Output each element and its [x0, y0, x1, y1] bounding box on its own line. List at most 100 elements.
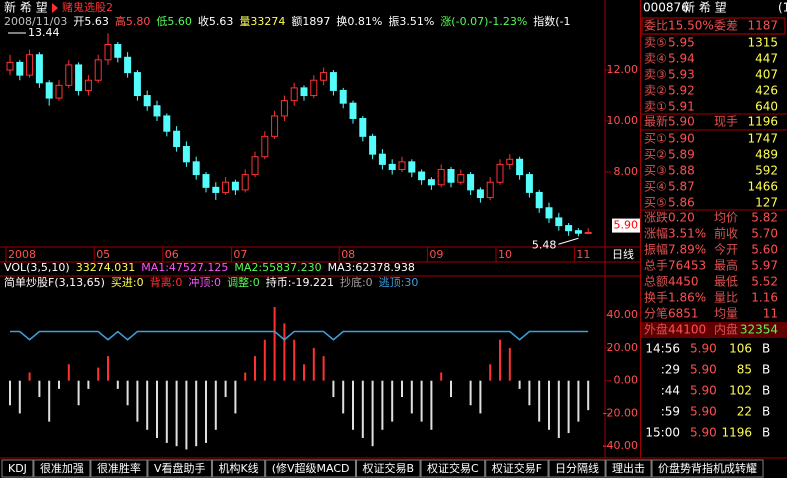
candle-body [251, 156, 259, 176]
candle-body [565, 225, 573, 232]
candle-body [388, 163, 396, 170]
candle-body [447, 168, 455, 183]
tab-label: 权证交易B [362, 461, 414, 475]
tab[interactable]: 日分隔线 [548, 459, 606, 478]
candle-body [535, 191, 543, 209]
volume-legend: 33274.031 [76, 261, 136, 274]
candle-body [369, 135, 377, 155]
candle-body [486, 181, 494, 199]
candle-body [241, 174, 249, 191]
header-item: 额1897 [291, 15, 330, 28]
y-tick-label: 8.00 [614, 165, 639, 178]
x-tick-label: 11 [576, 248, 590, 261]
osc-bar [116, 380, 119, 389]
tab[interactable]: (修V超级MACD [265, 459, 356, 478]
candle-body [35, 54, 43, 84]
osc-bar [489, 364, 492, 381]
tab[interactable]: 很准加强 [33, 459, 91, 478]
quote-label: 分笔 [644, 306, 668, 321]
y-tick-label: -40.00 [603, 439, 638, 452]
osc-bar [430, 380, 433, 430]
osc-bar [381, 380, 384, 430]
osc-bar [342, 380, 345, 414]
osc-bar [67, 364, 70, 381]
tab-frame [211, 459, 266, 478]
tab[interactable]: 权证交易B [355, 459, 421, 478]
tab[interactable]: 价盘势背指机成转耀 [651, 459, 764, 478]
y-tick-label: 0.00 [614, 374, 639, 387]
osc-bar [567, 380, 570, 434]
tab[interactable]: 权证交易C [420, 459, 486, 478]
tick-price: 5.90 [690, 384, 717, 398]
tab-label: 机构K线 [218, 461, 258, 475]
osc-bar [450, 380, 452, 398]
candle-body [418, 171, 426, 181]
candle-body [290, 87, 298, 102]
tab[interactable]: 很准胜率 [90, 459, 148, 478]
osc-bar [371, 380, 374, 447]
tab-frame [548, 459, 606, 478]
candle-body [310, 79, 318, 97]
tab-frame [147, 459, 212, 478]
candle-body [182, 146, 190, 163]
quote-label: 外盘 [644, 322, 668, 337]
indicator-legend: 抄底:0 [340, 275, 373, 289]
tick-volume: 22 [737, 405, 752, 419]
candle-body [320, 72, 328, 81]
quote-value: 5.52 [751, 275, 778, 289]
quote-label: 量比 [714, 291, 738, 305]
osc-bar [361, 380, 364, 438]
tab-frame [33, 459, 91, 478]
formula-icon [52, 3, 58, 13]
quote-value: 6851 [668, 307, 699, 321]
ask-volume: 1315 [747, 36, 778, 50]
stock-extra: (1288 [778, 1, 787, 15]
tab[interactable]: 权证交易F [485, 459, 549, 478]
header-item: 涨(-0.07)-1.23% [440, 15, 527, 28]
quote-value: 11 [763, 307, 778, 321]
quote-label: 涨幅 [644, 226, 668, 241]
tick-volume: 1196 [721, 426, 752, 440]
quote-value: 15.50% [668, 19, 714, 33]
candle-body [427, 179, 435, 186]
osc-bar [508, 347, 511, 381]
header-item: 换0.81% [336, 14, 382, 28]
candle-body [16, 61, 24, 76]
row-frame [641, 17, 786, 35]
tick-price: 5.90 [690, 363, 717, 377]
tick-side: B [762, 405, 770, 419]
stock-code: 000876 [643, 1, 689, 15]
tab-label: 理出击 [612, 461, 645, 475]
tab-frame [651, 459, 764, 478]
candle-body [153, 105, 161, 117]
bid-volume: 592 [755, 164, 778, 178]
osc-bar [322, 356, 325, 381]
tick-volume: 102 [729, 384, 752, 398]
quote-value: 1187 [747, 19, 778, 33]
period-label: 日线 [612, 247, 634, 261]
candle-body [516, 158, 524, 176]
header-item: 量33274 [239, 15, 285, 28]
quote-value: 5.90 [668, 115, 695, 129]
tab[interactable]: 理出击 [605, 459, 652, 478]
y-tick-label: -20.00 [603, 406, 638, 419]
stock-name: 新 希 望 [683, 0, 727, 15]
ask-label: 卖④ [644, 52, 667, 66]
candle-body [271, 115, 279, 137]
osc-bar [18, 380, 21, 414]
tab[interactable]: KDJ [1, 459, 34, 478]
candle-body [231, 181, 239, 191]
quote-value: 0.20 [668, 211, 695, 225]
y-tick-label: 40.00 [607, 308, 639, 321]
quote-label: 委差 [714, 19, 738, 33]
tab[interactable]: 机构K线 [211, 459, 266, 478]
tab[interactable]: V看盘助手 [147, 459, 212, 478]
quote-label: 涨跌 [644, 210, 668, 225]
tick-time: :59 [661, 405, 680, 419]
bid-price: 5.89 [668, 148, 695, 162]
ask-volume: 447 [755, 52, 778, 66]
tab-label: 日分隔线 [555, 461, 599, 475]
outer-row [641, 322, 787, 338]
candle-body [280, 100, 288, 117]
